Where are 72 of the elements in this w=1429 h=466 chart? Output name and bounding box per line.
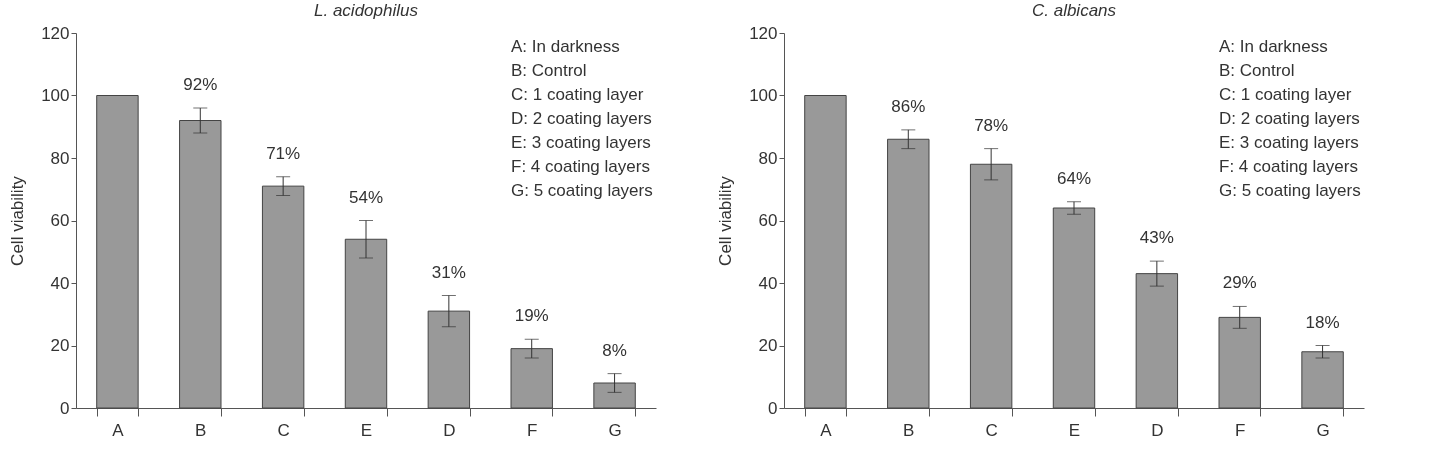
data-label: 64% xyxy=(1056,168,1092,188)
bar xyxy=(1301,351,1344,409)
bar xyxy=(1052,207,1096,409)
x-tick-label: E xyxy=(360,420,373,440)
x-tick-label: E xyxy=(1068,420,1081,440)
y-tick-label: 0 xyxy=(768,398,778,418)
y-tick-label: 120 xyxy=(41,23,70,43)
bar xyxy=(427,310,471,409)
x-tick-label: B xyxy=(195,420,207,440)
y-tick-label: 40 xyxy=(758,273,778,293)
annotation: G: 5 coating layers xyxy=(511,181,653,200)
annotation: G: 5 coating layers xyxy=(1219,181,1361,200)
x-tick-label: C xyxy=(985,420,998,440)
bar xyxy=(1135,273,1179,409)
annotation: E: 3 coating layers xyxy=(511,133,651,152)
y-tick-label: 80 xyxy=(50,148,70,168)
y-axis-title: Cell viability xyxy=(8,175,28,266)
annotation: C: 1 coating layer xyxy=(1219,85,1352,104)
y-axis-title: Cell viability xyxy=(716,175,736,266)
x-tick-label: G xyxy=(608,420,622,440)
chart-title: L. acidophilus xyxy=(314,1,419,20)
y-tick-label: 100 xyxy=(749,86,778,105)
bar xyxy=(344,238,388,409)
chart-title: C. albicans xyxy=(1031,1,1117,20)
bar xyxy=(1218,316,1261,409)
data-label: 8% xyxy=(602,340,627,360)
annotation: A: In darkness xyxy=(511,37,620,56)
annotation: C: 1 coating layer xyxy=(511,85,644,104)
x-tick-label: F xyxy=(527,420,538,440)
data-label: 43% xyxy=(1139,228,1174,248)
bar xyxy=(593,382,636,409)
data-label: 31% xyxy=(431,262,466,282)
x-tick-label: C xyxy=(277,420,290,440)
bar xyxy=(969,163,1013,409)
x-tick-label: A xyxy=(112,420,125,440)
y-tick-label: 60 xyxy=(758,211,778,230)
x-tick-label: D xyxy=(1151,420,1164,440)
annotation: D: 2 coating layers xyxy=(511,109,652,128)
y-tick-label: 100 xyxy=(41,86,70,105)
y-tick-label: 80 xyxy=(758,148,778,168)
annotation: F: 4 coating layers xyxy=(1219,157,1358,176)
annotation: B: Control xyxy=(511,61,587,80)
x-tick-label: A xyxy=(820,420,833,440)
bar xyxy=(179,120,222,409)
data-label: 92% xyxy=(183,75,218,94)
bar xyxy=(261,185,305,409)
data-label: 29% xyxy=(1222,273,1257,293)
data-label: 18% xyxy=(1305,312,1340,332)
y-tick-label: 40 xyxy=(50,273,70,293)
data-label: 54% xyxy=(348,187,384,207)
x-tick-label: D xyxy=(443,420,456,440)
bar xyxy=(510,348,553,409)
bar xyxy=(96,95,139,409)
y-tick-label: 0 xyxy=(60,398,70,418)
data-label: 78% xyxy=(974,115,1009,135)
data-label: 71% xyxy=(266,143,301,163)
annotation: A: In darkness xyxy=(1219,37,1328,56)
annotation: B: Control xyxy=(1219,61,1295,80)
annotation: F: 4 coating layers xyxy=(511,157,650,176)
annotation: E: 3 coating layers xyxy=(1219,133,1359,152)
y-tick-label: 20 xyxy=(50,336,70,355)
data-label: 19% xyxy=(514,306,549,326)
bar xyxy=(804,95,847,409)
annotation: D: 2 coating layers xyxy=(1219,109,1360,128)
y-tick-label: 20 xyxy=(758,336,778,355)
x-tick-label: F xyxy=(1235,420,1246,440)
x-tick-label: G xyxy=(1316,420,1330,440)
x-tick-label: B xyxy=(903,420,915,440)
y-tick-label: 60 xyxy=(50,211,70,230)
data-label: 86% xyxy=(891,96,926,116)
bar xyxy=(887,138,930,409)
y-tick-label: 120 xyxy=(749,23,778,43)
